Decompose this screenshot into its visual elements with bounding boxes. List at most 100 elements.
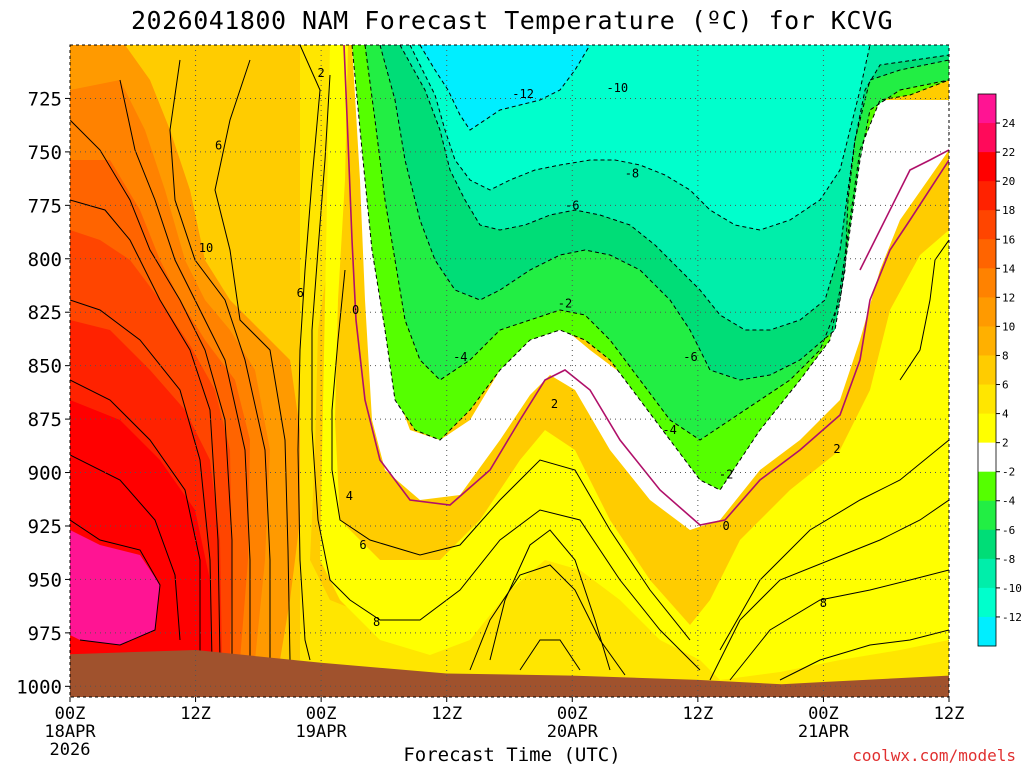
x-tick-date-label: 18APR xyxy=(44,722,96,742)
y-tick-label: 775 xyxy=(28,195,62,217)
isotherm-label: -10 xyxy=(606,81,628,95)
band-0-2 xyxy=(344,45,949,530)
colorbar-swatch xyxy=(978,210,996,240)
colorbar-swatch xyxy=(978,500,996,531)
x-tick-label: 12Z xyxy=(682,704,713,724)
colorbar-label: 18 xyxy=(1002,204,1015,217)
colorbar-label: -4 xyxy=(1002,495,1016,508)
colorbar-swatch xyxy=(978,442,996,473)
colorbar-swatch xyxy=(978,268,996,298)
colorbar-label: 10 xyxy=(1002,320,1015,333)
isotherm-label: 0 xyxy=(352,303,359,317)
plot-frame xyxy=(69,44,950,698)
colorbar-swatch xyxy=(978,413,996,444)
colorbar-swatch xyxy=(978,471,996,502)
colorbar-swatch xyxy=(978,355,996,386)
isotherm-label: -2 xyxy=(558,297,572,311)
colorbar-swatch xyxy=(978,152,996,182)
colorbar-label: -6 xyxy=(1002,524,1015,537)
x-tick-year-label: 2026 xyxy=(50,740,91,760)
y-tick-label: 925 xyxy=(28,516,62,538)
colorbar: 24 22 20 18 16 14 12 10 8 6 4 2 -2 -4 -6 -8 -10 -12 xyxy=(977,93,1022,647)
y-tick-label: 975 xyxy=(28,623,62,645)
isotherm-label: 10 xyxy=(199,241,213,255)
colorbar-frame xyxy=(977,93,997,647)
colorbar-swatch xyxy=(978,297,996,327)
x-tick-date-label: 19APR xyxy=(296,722,348,742)
x-tick-label: 12Z xyxy=(431,704,462,724)
isotherm-label: -8 xyxy=(625,166,639,180)
band-2-4 xyxy=(320,45,949,680)
warm-contours xyxy=(70,45,949,681)
colorbar-label: -8 xyxy=(1002,553,1015,566)
colorbar-label: -10 xyxy=(1002,582,1022,595)
colorbar-swatch xyxy=(978,587,996,618)
isotherm-label: 0 xyxy=(722,519,729,533)
credit-link[interactable]: coolwx.com/models xyxy=(852,746,1016,765)
y-tick-label: 1000 xyxy=(16,676,62,698)
isotherm-label: 2 xyxy=(318,66,325,80)
colorbar-label: 12 xyxy=(1002,291,1015,304)
isotherm-label: 4 xyxy=(346,489,353,503)
isotherm-label: 6 xyxy=(359,538,366,552)
y-tick-label: 850 xyxy=(28,356,62,378)
isotherm-label: -4 xyxy=(662,423,676,437)
x-tick-date-label: 21APR xyxy=(798,722,850,742)
plot-area xyxy=(70,45,949,697)
colorbar-swatch xyxy=(978,181,996,211)
colorbar-label: -2 xyxy=(1002,466,1015,479)
band-22-24 xyxy=(70,530,160,645)
colorbar-label: 16 xyxy=(1002,233,1015,246)
y-tick-label: 950 xyxy=(28,569,62,591)
isotherm-label: 2 xyxy=(833,442,840,456)
colorbar-swatch xyxy=(978,326,996,356)
colorbar-swatch xyxy=(978,239,996,269)
colorbar-label: 8 xyxy=(1002,349,1009,362)
colorbar-label: 4 xyxy=(1002,408,1009,421)
isotherm-label: 6 xyxy=(215,138,222,152)
chart-title: 2026041800 NAM Forecast Temperature (ºC)… xyxy=(130,6,893,35)
x-tick-label: 12Z xyxy=(180,704,211,724)
colorbar-label: -12 xyxy=(1002,611,1022,624)
y-tick-label: 725 xyxy=(28,88,62,110)
colorbar-swatch xyxy=(978,529,996,560)
cold-contours xyxy=(351,45,949,491)
y-axis: 725 750 775 800 825 850 875 900 925 950 975 1000 xyxy=(16,88,70,698)
isotherm-label: 8 xyxy=(373,615,380,629)
y-tick-label: 750 xyxy=(28,142,62,164)
isotherm-label: -2 xyxy=(719,468,733,482)
isotherm-0c-main xyxy=(343,45,949,526)
band-minus-12 xyxy=(420,45,590,130)
y-tick-label: 900 xyxy=(28,463,62,485)
x-axis-title: Forecast Time (UTC) xyxy=(403,744,621,766)
colorbar-label: 14 xyxy=(1002,262,1016,275)
y-tick-label: 825 xyxy=(28,302,62,324)
colorbar-label: 24 xyxy=(1002,117,1016,130)
isotherm-label: 8 xyxy=(820,596,827,610)
x-tick-label: 00Z xyxy=(55,704,86,724)
x-tick-label: 00Z xyxy=(557,704,588,724)
isotherm-label: -6 xyxy=(565,198,579,212)
isotherm-label: 2 xyxy=(551,397,558,411)
colorbar-label: 2 xyxy=(1002,437,1009,450)
isotherm-label: 6 xyxy=(297,286,304,300)
x-tick-date-label: 20APR xyxy=(547,722,599,742)
colorbar-swatch xyxy=(978,123,996,153)
colorbar-swatch xyxy=(978,558,996,589)
colorbar-label: 6 xyxy=(1002,379,1009,392)
colorbar-swatch xyxy=(978,384,996,415)
isotherm-0c-upper xyxy=(859,149,949,271)
isotherm-label: -4 xyxy=(453,350,467,364)
colorbar-label: 22 xyxy=(1002,146,1015,159)
isotherm-label: -6 xyxy=(683,350,697,364)
x-tick-label: 12Z xyxy=(934,704,965,724)
x-tick-label: 00Z xyxy=(808,704,839,724)
below-ground-area xyxy=(70,650,949,697)
isotherm-labels: 2 6 10 6 0 -12 -10 -8 -6 -2 -4 2 -6 -4 -2 0 2 4 6 8 8 xyxy=(199,66,841,629)
isotherm-label: -12 xyxy=(512,87,534,101)
x-tick-label: 00Z xyxy=(306,704,337,724)
colorbar-swatch xyxy=(978,616,996,647)
colorbar-swatch xyxy=(978,94,996,124)
